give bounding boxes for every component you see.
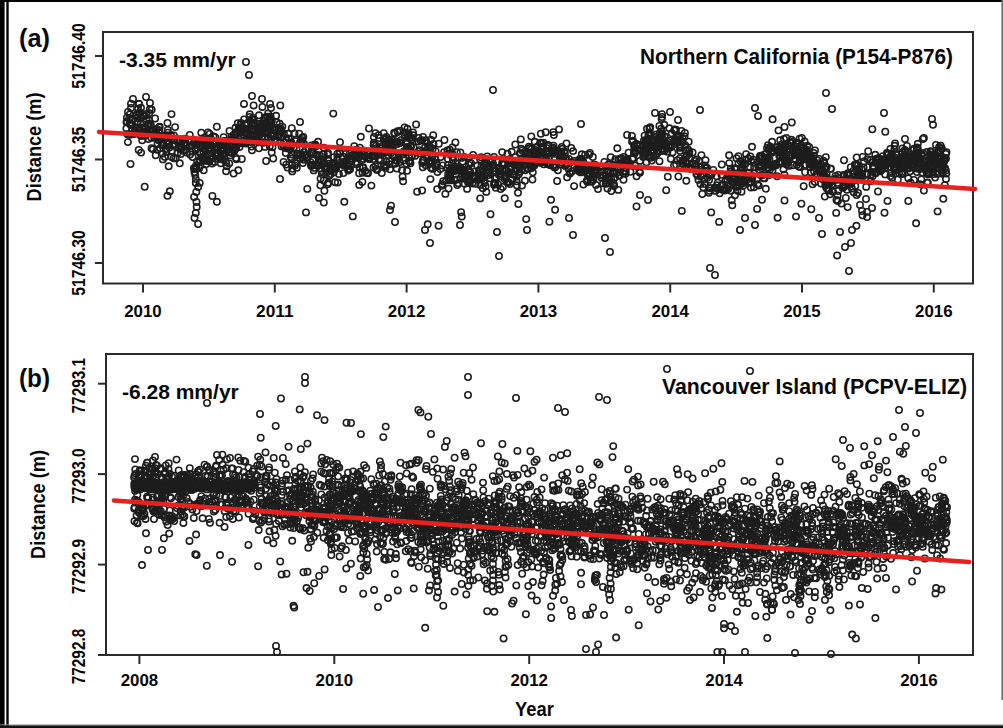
svg-text:Distance (m): Distance (m) [27,450,49,559]
svg-text:2016: 2016 [900,671,938,690]
svg-text:2014: 2014 [705,671,743,690]
svg-text:Distance (m): Distance (m) [23,93,45,202]
svg-text:2014: 2014 [651,302,689,321]
svg-text:2011: 2011 [256,302,294,321]
svg-text:2012: 2012 [388,302,426,321]
svg-text:77292.8: 77292.8 [69,629,89,685]
svg-text:(a): (a) [19,24,50,52]
svg-text:Northern California (P154-P876: Northern California (P154-P876) [640,45,953,69]
svg-text:-3.35 mm/yr: -3.35 mm/yr [119,48,236,71]
svg-text:51746.30: 51746.30 [69,230,89,296]
svg-text:2008: 2008 [121,671,159,690]
svg-text:(b): (b) [19,364,50,392]
svg-text:2013: 2013 [520,302,558,321]
svg-text:77293.1: 77293.1 [69,358,89,414]
svg-text:77293.0: 77293.0 [69,448,89,504]
svg-text:77292.9: 77292.9 [69,539,89,595]
svg-text:Year: Year [515,698,554,720]
svg-text:2015: 2015 [783,302,821,321]
svg-text:2016: 2016 [915,302,953,321]
svg-text:51746.40: 51746.40 [69,23,89,89]
svg-text:-6.28 mm/yr: -6.28 mm/yr [122,380,239,403]
svg-text:51746.35: 51746.35 [69,127,89,193]
svg-text:2012: 2012 [510,671,548,690]
svg-text:2010: 2010 [316,671,354,690]
svg-text:Vancouver Island (PCPV-ELIZ): Vancouver Island (PCPV-ELIZ) [662,375,967,399]
svg-text:2010: 2010 [124,302,162,321]
